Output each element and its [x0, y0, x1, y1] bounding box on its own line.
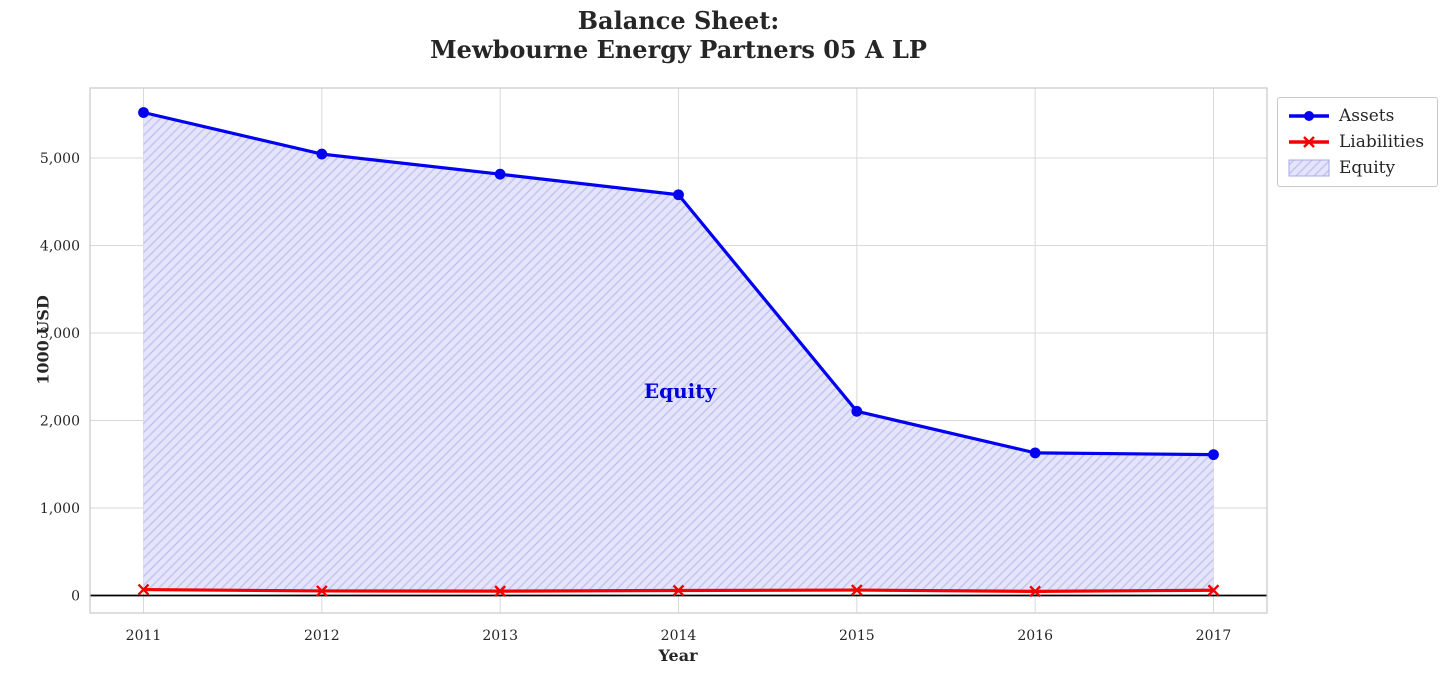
x-tick-label: 2016	[1017, 628, 1053, 644]
liabilities-marker	[137, 583, 150, 596]
equity-legend-swatch-icon	[1287, 158, 1331, 178]
x-tick-label: 2012	[304, 628, 340, 644]
assets-legend-marker-icon	[1287, 106, 1331, 126]
liabilities-marker	[672, 584, 685, 597]
liabilities-line	[137, 583, 1220, 598]
assets-marker	[316, 148, 328, 160]
liabilities-legend-marker-icon	[1287, 132, 1331, 152]
assets-marker	[1208, 449, 1219, 461]
liabilities-legend-label: Liabilities	[1339, 132, 1425, 152]
equity-annotation: Equity	[643, 379, 717, 403]
assets-marker	[1029, 447, 1041, 459]
legend: Assets Liabilities Equity	[1277, 97, 1439, 187]
legend-row-assets: Assets	[1287, 106, 1424, 126]
y-tick-label: 0	[71, 589, 80, 605]
x-tick-label: 2014	[661, 628, 697, 644]
legend-row-liabilities: Liabilities	[1287, 132, 1424, 152]
x-tick-label: 2015	[839, 628, 875, 644]
plot-border	[89, 87, 1268, 614]
x-axis-label: Year	[658, 646, 698, 665]
assets-marker	[494, 168, 506, 180]
liabilities-marker	[850, 584, 863, 596]
equity-legend-label: Equity	[1339, 158, 1396, 178]
y-tick-label: 1,000	[40, 501, 80, 517]
chart-title: Balance Sheet: Mewbourne Energy Partners…	[0, 6, 1357, 64]
x-tick-label: 2011	[126, 628, 162, 644]
liabilities-marker	[1207, 584, 1220, 597]
assets-legend-label: Assets	[1339, 106, 1395, 126]
equity-area	[143, 112, 1214, 592]
chart-title-line-1: Balance Sheet:	[577, 6, 780, 35]
x-tick-label: 2013	[482, 628, 518, 644]
y-tick-label: 4,000	[40, 239, 80, 255]
liabilities-marker	[494, 585, 507, 597]
chart-title-line-2: Mewbourne Energy Partners 05 A LP	[430, 35, 927, 64]
y-tick-label: 5,000	[40, 151, 80, 167]
assets-line	[138, 107, 1219, 461]
y-tick-label: 3,000	[40, 326, 80, 342]
x-tick-label: 2017	[1196, 628, 1232, 644]
y-tick-label: 2,000	[40, 414, 80, 430]
assets-marker	[673, 189, 684, 201]
assets-marker	[851, 405, 863, 417]
y-axis-label: 1000 USD	[33, 295, 53, 385]
liabilities-marker	[315, 585, 328, 597]
assets-marker	[138, 107, 149, 118]
liabilities-marker	[1029, 585, 1042, 598]
legend-row-equity: Equity	[1287, 158, 1424, 178]
